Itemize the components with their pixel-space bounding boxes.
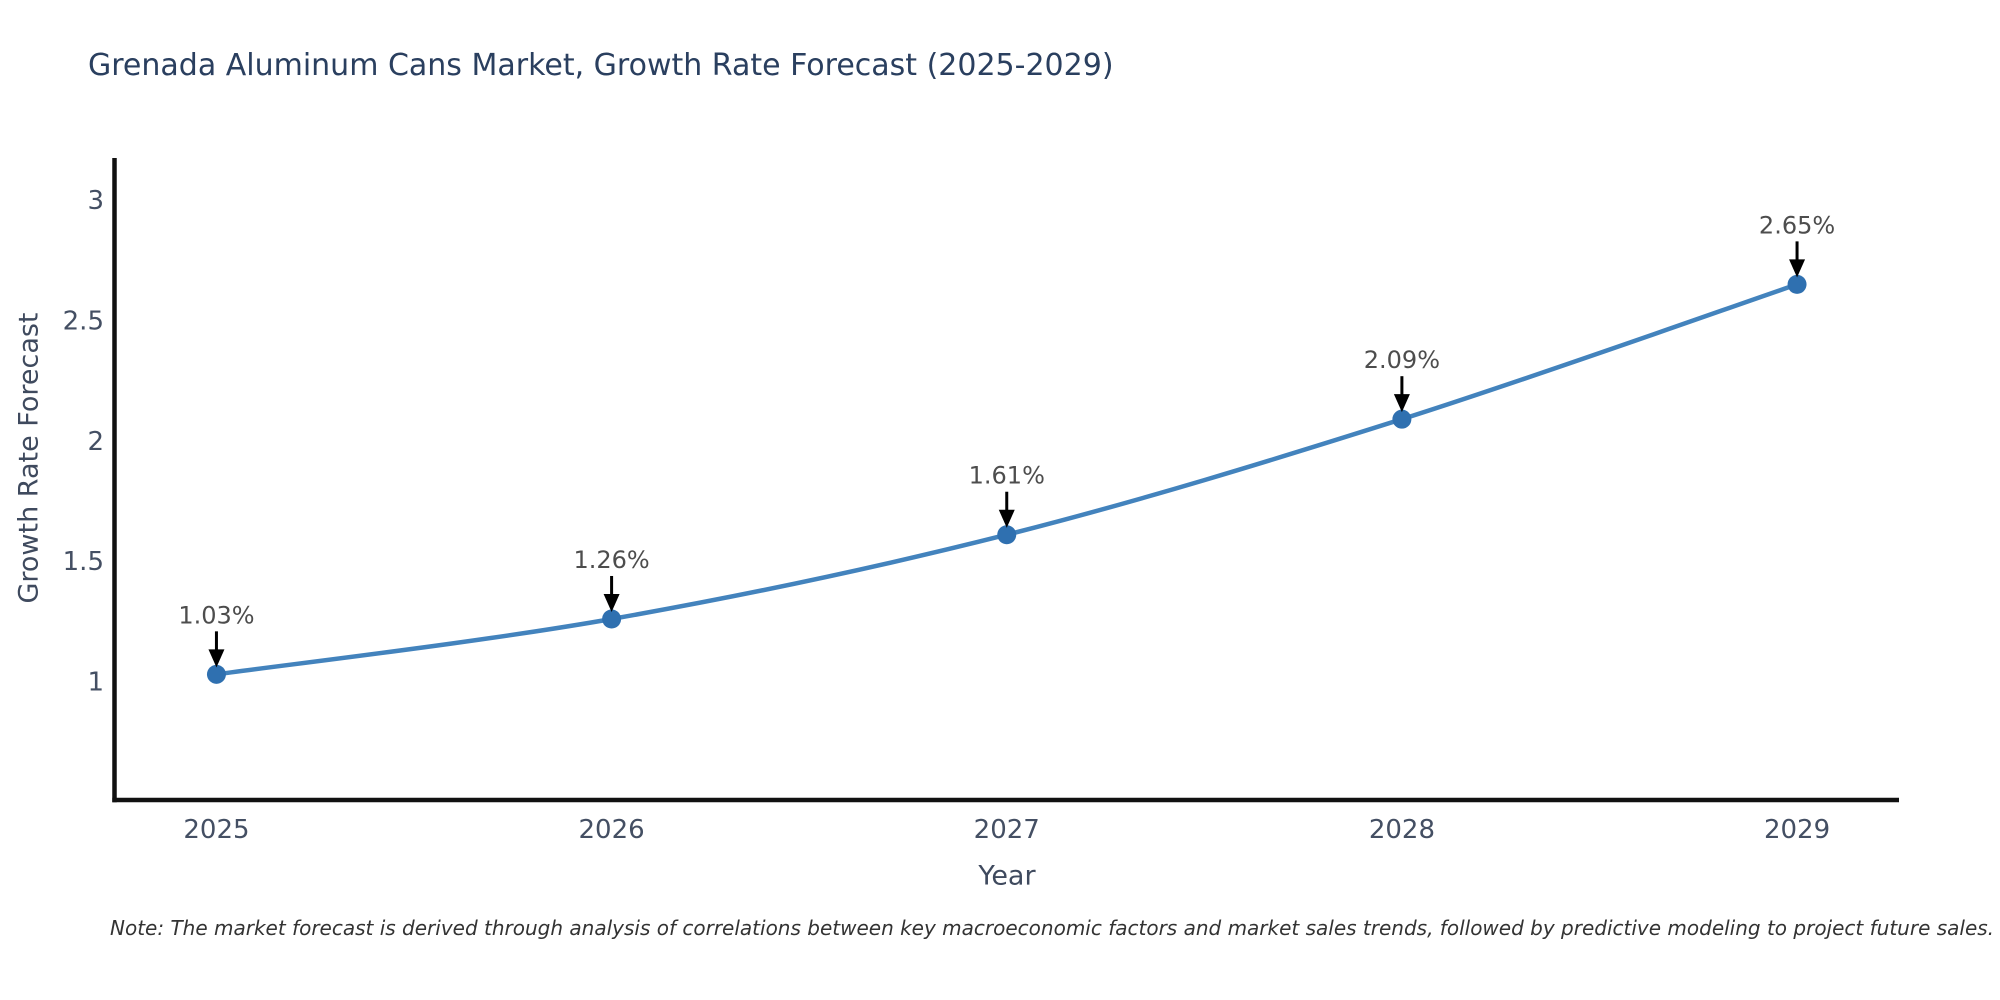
- y-tick-label: 1.5: [63, 547, 104, 577]
- point-annotation-label: 2.09%: [1364, 346, 1440, 374]
- annotation-arrow-head: [998, 509, 1015, 528]
- y-tick-label: 3: [87, 186, 104, 216]
- data-point: [206, 664, 226, 684]
- data-point: [1392, 409, 1412, 429]
- data-point: [997, 525, 1017, 545]
- x-tick-label: 2025: [183, 815, 249, 845]
- x-tick-label: 2028: [1369, 815, 1435, 845]
- y-tick-label: 2.5: [63, 306, 104, 336]
- x-tick-label: 2027: [974, 815, 1040, 845]
- x-tick-label: 2029: [1764, 815, 1830, 845]
- point-annotation-label: 1.03%: [178, 601, 254, 629]
- point-annotation-label: 1.61%: [969, 462, 1045, 490]
- chart-title: Grenada Aluminum Cans Market, Growth Rat…: [88, 48, 1114, 83]
- point-annotation-label: 1.26%: [573, 546, 649, 574]
- annotation-arrow-head: [603, 593, 620, 612]
- x-axis-title: Year: [978, 860, 1036, 892]
- annotation-arrow-head: [1789, 259, 1806, 278]
- point-annotation-label: 2.65%: [1759, 211, 1835, 239]
- annotation-arrow-head: [208, 649, 225, 668]
- data-point: [1787, 274, 1807, 294]
- annotation-arrow-head: [1393, 394, 1410, 413]
- y-tick-label: 1: [87, 668, 104, 698]
- x-tick-label: 2026: [579, 815, 645, 845]
- footnote: Note: The market forecast is derived thr…: [110, 916, 1995, 940]
- y-tick-label: 2: [87, 427, 104, 457]
- data-point: [602, 609, 622, 629]
